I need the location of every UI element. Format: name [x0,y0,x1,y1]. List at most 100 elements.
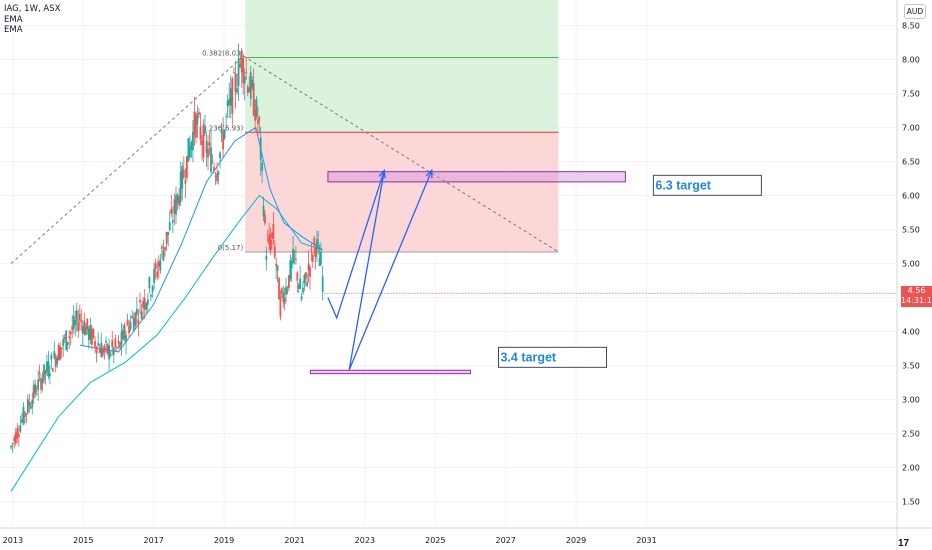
candle-body [217,171,220,175]
candle-body [320,251,322,265]
candle-body [116,347,118,349]
target-annotation-text: 6.3 target [655,178,711,192]
candle-body [120,331,123,345]
trend-line [10,55,244,264]
candle-body [228,98,231,106]
candle-body [214,176,217,178]
symbol-title[interactable]: IAG, 1W, ASX [4,4,61,14]
candle-body [40,377,42,390]
lower-target-zone [309,369,471,375]
candle-body [307,263,310,271]
candle-body [256,120,259,124]
candle-body [231,78,234,114]
candle-body [302,287,304,293]
loss-zone [245,132,559,252]
candle-body [275,263,278,267]
y-tick-label: 1.50 [902,498,920,507]
last-price-tag: 4.56 14:31:12 [901,286,932,307]
candle-body [229,88,232,106]
candle-body [10,445,13,448]
candle-body [242,57,245,84]
candle-body [89,324,92,340]
target-annotation-box [498,346,607,368]
candle-body [50,354,53,360]
candle-body [289,260,292,280]
candle-body [35,393,38,395]
candle-body [309,266,311,277]
candle-body [243,76,246,84]
candle-body [193,111,196,135]
candle-body [171,220,174,223]
candle-body [173,199,176,214]
candle-body [178,196,181,206]
candle-body [140,311,143,319]
candle-body [192,132,194,151]
candle-body [100,342,103,357]
y-tick-label: 5.50 [902,226,920,235]
candle-body [265,255,268,261]
candle-body [81,326,84,334]
candle-body [164,246,166,251]
candle-body [202,124,205,158]
candle-body [314,247,317,258]
candle-body [216,173,218,182]
candle-body [264,214,266,224]
candle-body [95,346,98,354]
candle-body [317,242,320,244]
candle-body [246,86,249,93]
candle-body [276,265,279,271]
candle-body [11,443,14,445]
tradingview-logo[interactable]: 17 [898,538,910,549]
candle-body [132,318,135,331]
candle-body [92,329,95,338]
candle-body [167,231,170,235]
candle-body [54,356,57,367]
ema-legend-2[interactable]: EMA [4,25,23,35]
candle-body [87,328,90,341]
candle-body [37,379,40,391]
candle-body [83,321,86,334]
candle-body [135,309,138,316]
ema-legend-1[interactable]: EMA [4,14,23,25]
candle-body [75,310,78,322]
candle-body [60,347,63,350]
candle-body [225,116,228,118]
candle-body [204,127,206,133]
candle-body [181,166,184,189]
arrow-head-1 [378,168,386,179]
candle-body [97,343,100,346]
fib-label: 0.382(8.03) [202,49,243,57]
candle-body [248,87,251,93]
candle-body [201,140,203,145]
candle-body [150,294,152,297]
candle-body [175,195,177,215]
candle-body [310,248,313,251]
upper-target-zone [327,171,626,183]
candle-body [321,276,324,292]
candle-body [311,255,314,262]
candle-body [72,316,75,329]
candle-body [117,340,120,343]
candle-body [106,344,109,354]
candle-body [77,321,80,331]
candle-body [223,130,226,139]
candle-body [268,234,271,245]
profit-zone [245,0,559,133]
candle-body [306,282,309,286]
y-tick-label: 6.00 [902,192,920,201]
candle-body [251,79,254,88]
candle-body [71,326,74,331]
candle-body [159,259,162,271]
candle-body [28,401,31,407]
currency-button[interactable]: AUD [904,4,926,19]
candle-body [300,296,303,300]
x-tick-label: 2029 [566,536,586,545]
candle-body [187,138,190,162]
candle-body [78,314,81,321]
candle-body [131,316,134,319]
candle-body [74,320,77,326]
candle-body [17,434,20,437]
candle-body [32,384,35,399]
candle-body [237,58,240,86]
